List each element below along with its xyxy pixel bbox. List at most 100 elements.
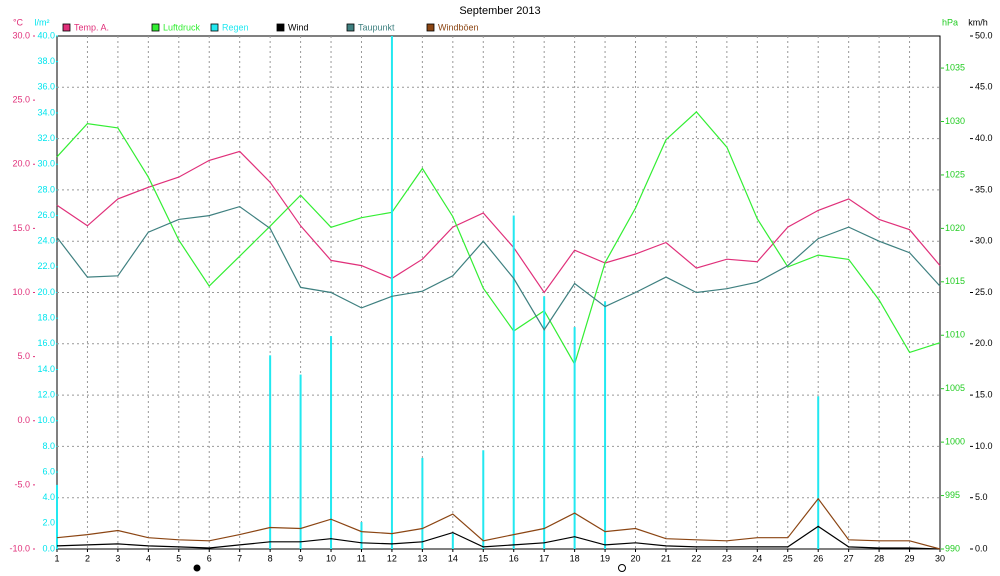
tick-label: 995 bbox=[945, 490, 960, 500]
x-tick-label: 21 bbox=[661, 553, 671, 563]
x-tick-label: 30 bbox=[935, 553, 945, 563]
chart-title: September 2013 bbox=[459, 5, 540, 17]
tick-label: 1005 bbox=[945, 383, 965, 393]
tick-label: 30.0 bbox=[12, 30, 30, 40]
rain-bar bbox=[299, 374, 302, 549]
tick-label: 32.0 bbox=[37, 133, 55, 143]
legend-label: Windböen bbox=[438, 22, 479, 32]
tick-label: 30.0 bbox=[975, 236, 993, 246]
rain-bar bbox=[543, 296, 546, 549]
moon-full bbox=[618, 564, 626, 572]
x-tick-label: 5 bbox=[176, 553, 181, 563]
tick-label: 10.0 bbox=[37, 415, 55, 425]
x-tick-label: 25 bbox=[783, 553, 793, 563]
tick-label: 5.0 bbox=[975, 492, 988, 502]
tick-label: 35.0 bbox=[975, 184, 993, 194]
x-tick-label: 23 bbox=[722, 553, 732, 563]
rain-bar bbox=[512, 215, 515, 550]
rain-bar bbox=[573, 327, 576, 549]
x-tick-label: 2 bbox=[85, 553, 90, 563]
axis-unit: km/h bbox=[968, 17, 988, 27]
legend-swatch bbox=[426, 23, 435, 32]
tick-label: 0.0 bbox=[975, 543, 988, 553]
series-line bbox=[56, 150, 941, 294]
tick-label: 24.0 bbox=[37, 236, 55, 246]
rain-bar bbox=[817, 396, 820, 549]
x-tick-label: 29 bbox=[905, 553, 915, 563]
x-tick-label: 20 bbox=[631, 553, 641, 563]
tick-label: 1030 bbox=[945, 116, 965, 126]
series-line bbox=[56, 205, 941, 331]
tick-label: 1035 bbox=[945, 62, 965, 72]
rain-bar bbox=[269, 355, 272, 549]
x-tick-label: 16 bbox=[509, 553, 519, 563]
legend-swatch bbox=[276, 23, 285, 32]
tick-label: 45.0 bbox=[975, 82, 993, 92]
tick-label: 16.0 bbox=[37, 338, 55, 348]
tick-label: 4.0 bbox=[42, 492, 55, 502]
rain-bar bbox=[451, 533, 454, 549]
tick-label: 5.0 bbox=[17, 351, 30, 361]
tick-label: 0.0 bbox=[42, 543, 55, 553]
tick-label: 1025 bbox=[945, 169, 965, 179]
tick-label: 14.0 bbox=[37, 364, 55, 374]
tick-label: -5.0 bbox=[14, 479, 30, 489]
x-tick-label: 22 bbox=[691, 553, 701, 563]
tick-label: 20.0 bbox=[12, 159, 30, 169]
rain-bar bbox=[330, 336, 333, 549]
x-tick-label: 6 bbox=[207, 553, 212, 563]
tick-label: 18.0 bbox=[37, 313, 55, 323]
legend-label: Wind bbox=[288, 22, 309, 32]
tick-label: 10.0 bbox=[975, 441, 993, 451]
tick-label: -10.0 bbox=[9, 543, 30, 553]
legend-swatch bbox=[62, 23, 71, 32]
tick-label: 28.0 bbox=[37, 184, 55, 194]
tick-label: 1015 bbox=[945, 276, 965, 286]
moon-new bbox=[193, 564, 201, 572]
rain-bar bbox=[390, 36, 393, 549]
tick-label: 8.0 bbox=[42, 441, 55, 451]
rain-bar bbox=[604, 301, 607, 549]
rain-bar bbox=[56, 484, 58, 549]
x-tick-label: 15 bbox=[478, 553, 488, 563]
x-tick-label: 8 bbox=[268, 553, 273, 563]
x-tick-label: 17 bbox=[539, 553, 549, 563]
legend-label: Regen bbox=[222, 22, 249, 32]
series-line bbox=[56, 111, 941, 366]
x-tick-label: 3 bbox=[115, 553, 120, 563]
tick-label: 1010 bbox=[945, 330, 965, 340]
tick-label: 22.0 bbox=[37, 261, 55, 271]
tick-label: 30.0 bbox=[37, 159, 55, 169]
x-tick-label: 19 bbox=[600, 553, 610, 563]
rain-bar bbox=[482, 450, 485, 549]
tick-label: 34.0 bbox=[37, 107, 55, 117]
tick-label: 20.0 bbox=[975, 338, 993, 348]
x-tick-label: 1 bbox=[54, 553, 59, 563]
legend-label: Taupunkt bbox=[358, 22, 395, 32]
legend-swatch bbox=[151, 23, 160, 32]
tick-label: 25.0 bbox=[12, 95, 30, 105]
tick-label: 40.0 bbox=[975, 133, 993, 143]
rain-bar bbox=[360, 522, 363, 549]
tick-label: 20.0 bbox=[37, 287, 55, 297]
axis-unit: hPa bbox=[942, 17, 958, 27]
tick-label: 12.0 bbox=[37, 389, 55, 399]
tick-label: 990 bbox=[945, 543, 960, 553]
x-tick-label: 12 bbox=[387, 553, 397, 563]
series-line bbox=[56, 497, 941, 550]
axis-unit: °C bbox=[13, 17, 24, 27]
x-tick-label: 27 bbox=[844, 553, 854, 563]
tick-label: 15.0 bbox=[12, 223, 30, 233]
tick-label: 15.0 bbox=[975, 389, 993, 399]
x-tick-label: 11 bbox=[357, 553, 366, 563]
x-tick-label: 13 bbox=[417, 553, 427, 563]
legend-label: Luftdruck bbox=[163, 22, 201, 32]
tick-label: 36.0 bbox=[37, 82, 55, 92]
tick-label: 0.0 bbox=[17, 415, 30, 425]
tick-label: 1020 bbox=[945, 223, 965, 233]
tick-label: 40.0 bbox=[37, 30, 55, 40]
rain-bar bbox=[421, 457, 424, 549]
